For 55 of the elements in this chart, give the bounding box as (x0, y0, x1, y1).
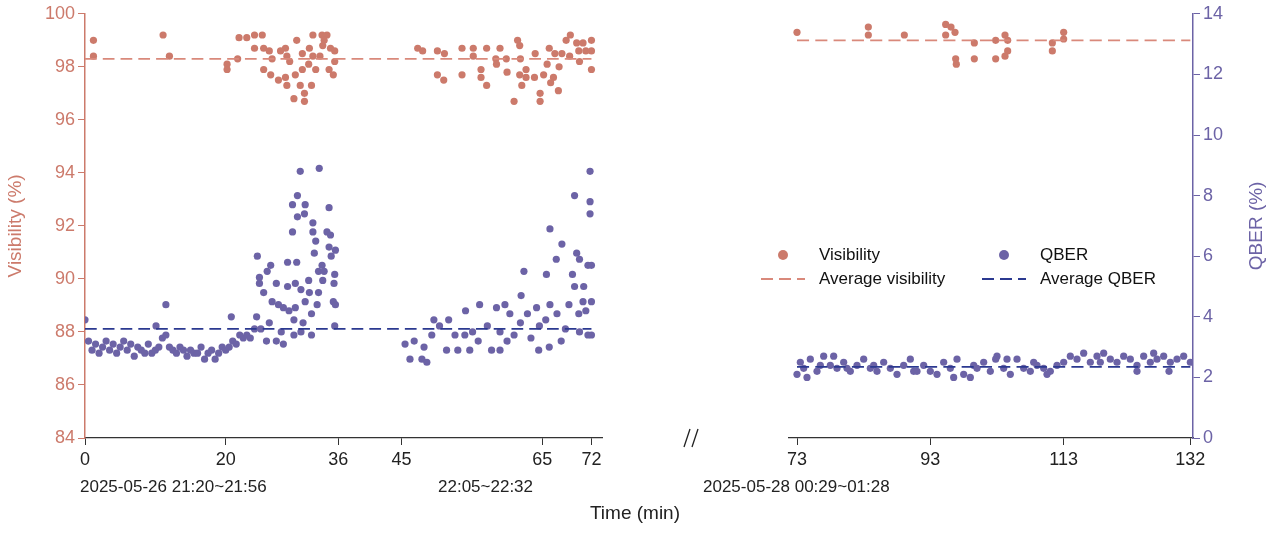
point (992, 36, 1000, 44)
y-tick-label: 96 (54, 108, 75, 129)
x-tick-label: 93 (920, 448, 941, 469)
x-tick-label: 65 (532, 448, 553, 469)
x-tick-label: 45 (391, 448, 412, 469)
point (1060, 28, 1068, 36)
y-axis-title: Visibility (%) (3, 174, 25, 278)
point (951, 28, 959, 36)
y2-tick-label: 4 (1203, 305, 1214, 326)
point (1048, 47, 1056, 55)
legend-label: Average visibility (819, 268, 946, 289)
point (942, 20, 950, 29)
legend-label: Visibility (819, 244, 881, 265)
text: 22:05~22:32 (438, 477, 534, 496)
x-tick-label: 36 (328, 448, 349, 469)
x-tick-label: 20 (215, 448, 236, 469)
point (970, 55, 978, 63)
point (864, 31, 872, 39)
y-tick-label: 100 (44, 2, 75, 23)
point (900, 31, 908, 39)
y2-tick-label: 10 (1203, 123, 1224, 144)
legend-label: Average QBER (1040, 268, 1156, 289)
x-tick-label: 113 (1049, 448, 1079, 469)
point (992, 55, 1000, 63)
point (952, 60, 960, 68)
y-tick-label: 94 (54, 161, 75, 182)
point (970, 39, 978, 47)
y2-tick-label: 14 (1203, 2, 1224, 23)
point (1001, 52, 1009, 60)
x-axis-title: Time (min) (588, 502, 682, 524)
y2-tick-label: 2 (1203, 366, 1214, 387)
y-tick-label: 92 (54, 214, 75, 235)
point (1004, 47, 1012, 55)
legend-label: QBER (1040, 244, 1089, 265)
point (793, 28, 801, 36)
y-tick-label: 84 (54, 426, 75, 447)
x-tick-label: 132 (1175, 448, 1206, 469)
x-tick-label: 72 (581, 448, 602, 469)
text: 2025-05-28 00:29~01:28 (703, 477, 890, 496)
text: 2025-05-26 21:20~21:56 (80, 477, 267, 496)
y2-tick-label: 0 (1203, 426, 1214, 447)
point (942, 31, 950, 39)
y2-axis-title: QBER (%) (1245, 181, 1267, 271)
y2-tick-label: 12 (1203, 63, 1224, 84)
y2-tick-label: 8 (1203, 184, 1214, 205)
x-tick-label: 0 (79, 448, 91, 469)
point (1048, 39, 1056, 47)
y-tick-label: 86 (54, 373, 75, 394)
y-tick-label: 88 (54, 320, 75, 341)
y2-tick-label: 6 (1203, 245, 1214, 266)
y-tick-label: 90 (54, 267, 75, 288)
point (947, 23, 955, 31)
point (864, 23, 872, 31)
y-tick-label: 98 (54, 55, 75, 76)
x-tick-label: 73 (786, 448, 808, 469)
